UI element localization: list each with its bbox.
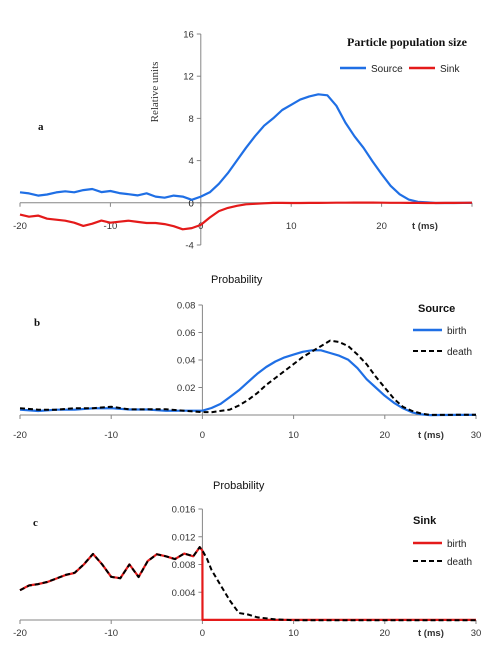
panel-c-x-tick-label: 20 <box>380 628 391 639</box>
panel-a-y-tick-label: 8 <box>189 114 194 125</box>
legend-a-sink-label: Sink <box>440 64 460 75</box>
panel-b-x-tick-label: 20 <box>380 430 391 441</box>
panel-c-x-tick-label: -20 <box>13 628 27 639</box>
panel-b-y-tick-label: 0.02 <box>177 383 196 394</box>
panel-a-x-tick-label: 10 <box>286 221 297 232</box>
panel-c-x-tick-label: 0 <box>200 628 205 639</box>
panel-c-series-birth-line <box>19 546 476 621</box>
panel-b-title: Probability <box>211 274 263 286</box>
panel-a-xlabel: t (ms) <box>412 221 438 232</box>
panel-b-x-tick-label: -20 <box>13 430 27 441</box>
panel-b-y-tick-label: 0.08 <box>177 301 196 312</box>
panel-a-y-tick-label: 4 <box>189 156 194 167</box>
panel-b-x-tick-label: -10 <box>104 430 118 441</box>
panel-a-x-tick-label: 0 <box>198 221 203 232</box>
panel-a-x-tick-label: -20 <box>13 221 27 232</box>
panel-b-x-tick-label: 30 <box>471 430 482 441</box>
panel-a-ylabel: Relative units <box>149 62 161 123</box>
panel-c-xlabel: t (ms) <box>418 628 444 639</box>
panel-c-y-tick-label: 0.016 <box>172 505 196 516</box>
panel-a-y-tick-label: 0 <box>189 198 194 209</box>
legend-c-title: Sink <box>413 515 437 527</box>
panel-c-series-death-line <box>19 546 476 622</box>
panel-a-y-tick-label: 16 <box>183 30 194 41</box>
panel-c-x-tick-label: -10 <box>104 628 118 639</box>
legend-b-birth-label: birth <box>447 326 466 337</box>
legend-a-source-label: Source <box>371 64 403 75</box>
panel-b-y-tick-label: 0.06 <box>177 328 196 339</box>
panel-b-series-death-line <box>19 339 476 416</box>
legend-c-birth-label: birth <box>447 539 466 550</box>
panel-a-y-tick-label: 12 <box>183 72 194 83</box>
panel-c-y-tick-label: 0.004 <box>172 588 196 599</box>
panel-b-label: b <box>34 317 40 329</box>
panel-a-title: Particle population size <box>347 35 468 49</box>
panel-c-label: c <box>33 517 38 529</box>
panel-a-y-tick-label: 0 <box>189 198 194 209</box>
legend-b-death-label: death <box>447 347 472 358</box>
panel-a-series-source-line <box>19 93 472 205</box>
panel-a-x-tick-label: 20 <box>376 221 387 232</box>
panel-c-title: Probability <box>213 480 265 492</box>
legend-c-death-label: death <box>447 557 472 568</box>
panel-a-series-sink-line <box>19 201 473 231</box>
panel-b-y-tick-label: 0.04 <box>177 356 196 367</box>
panel-a-x-tick-label: -10 <box>104 221 118 232</box>
panel-b-x-tick-label: 0 <box>200 430 205 441</box>
panel-b-xlabel: t (ms) <box>418 430 444 441</box>
panel-c-y-tick-label: 0.008 <box>172 560 196 571</box>
panel-c-x-tick-label: 10 <box>288 628 299 639</box>
panel-c-y-tick-label: 0.012 <box>172 532 196 543</box>
panel-a-y-tick-label: -4 <box>185 241 193 252</box>
panel-c-x-tick-label: 30 <box>471 628 482 639</box>
panel-a-label: a <box>38 121 44 133</box>
panel-b-x-tick-label: 10 <box>288 430 299 441</box>
legend-b-title: Source <box>418 303 455 315</box>
panel-b-series-birth-line <box>19 349 476 417</box>
